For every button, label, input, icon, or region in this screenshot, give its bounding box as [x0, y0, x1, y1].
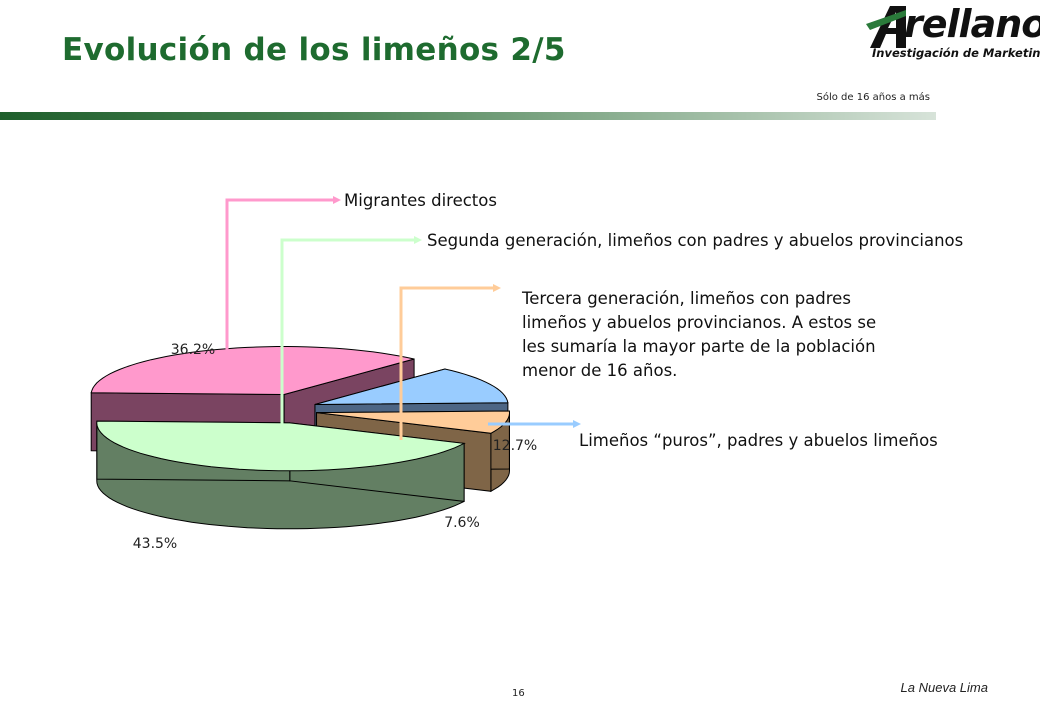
leader-line: [399, 286, 495, 440]
logo-name: rellano: [904, 2, 1040, 46]
slice-top: [96, 420, 466, 472]
slice-top: [314, 368, 509, 405]
document-name: La Nueva Lima: [900, 680, 988, 695]
slice-top: [316, 410, 511, 434]
category-label: Segunda generación, limeños con padres y…: [427, 231, 963, 250]
header-gradient-bar: [0, 112, 936, 120]
value-label: 36.2%: [171, 342, 215, 358]
leader-arrow-icon: [493, 284, 501, 292]
page-title: Evolución de los limeños 2/5: [62, 32, 566, 68]
category-label: Limeños “puros”, padres y abuelos limeño…: [579, 431, 938, 450]
leader-arrow-icon: [333, 196, 341, 204]
category-label: limeños y abuelos provincianos. A estos …: [522, 313, 876, 332]
leader-1: Migrantes directos: [225, 191, 497, 372]
logo-subtitle: Investigación de Marketing: [872, 46, 1040, 60]
leader-2: Segunda generación, limeños con padres y…: [280, 231, 963, 437]
value-label: 7.6%: [444, 515, 480, 531]
leader-3: Tercera generación, limeños con padres li…: [399, 284, 876, 440]
pie-slice-4: [96, 420, 466, 530]
page-number: 16: [512, 688, 525, 699]
leader-4: Limeños “puros”, padres y abuelos limeño…: [488, 420, 938, 450]
category-label: Tercera generación, limeños con padres: [521, 289, 851, 308]
age-note: Sólo de 16 años a más: [816, 92, 930, 103]
category-label: menor de 16 años.: [522, 361, 677, 380]
category-label: les sumaría la mayor parte de la poblaci…: [522, 337, 876, 356]
category-label: Migrantes directos: [344, 191, 497, 210]
slice-top: [90, 346, 415, 396]
leader-line: [225, 198, 335, 372]
company-logo: rellano Investigación de Marketing: [866, 2, 1040, 66]
logo-a-icon: [866, 6, 906, 48]
leader-arrow-icon: [573, 420, 581, 428]
leader-arrow-icon: [414, 236, 422, 244]
value-label: 43.5%: [133, 536, 177, 552]
leader-line: [280, 238, 416, 437]
value-label: 12.7%: [493, 438, 537, 454]
